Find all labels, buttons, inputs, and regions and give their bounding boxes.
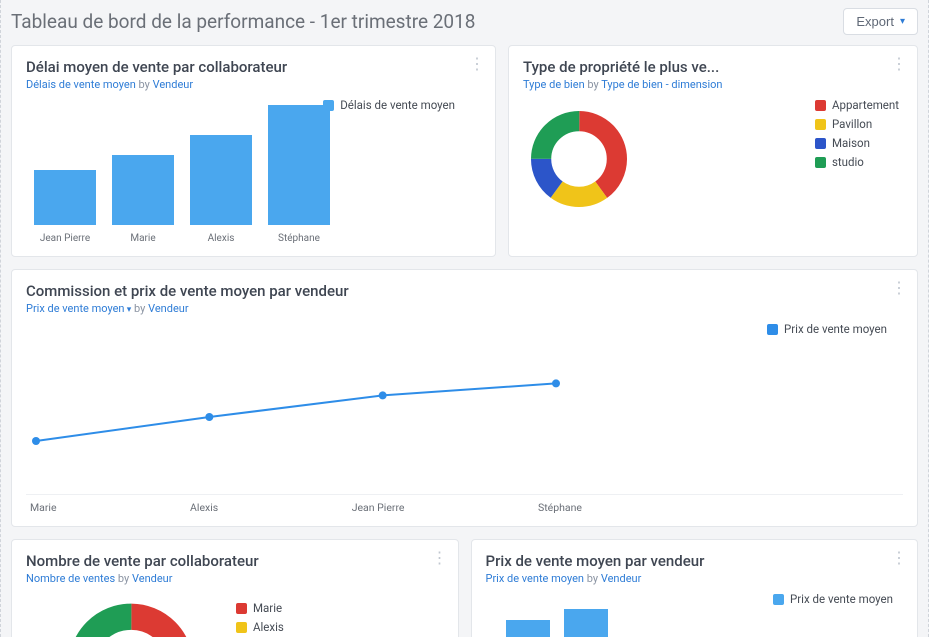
dashboard-page: Tableau de bord de la performance - 1er … <box>0 0 929 637</box>
legend-swatch <box>767 324 778 335</box>
legend-label: studio <box>832 155 864 169</box>
row-3: ⋮ Nombre de vente par collaborateur Nomb… <box>11 539 918 637</box>
header: Tableau de bord de la performance - 1er … <box>11 0 918 45</box>
bar <box>268 105 330 225</box>
axis-label: Jean Pierre <box>352 501 405 514</box>
bar-chart-delay: Jean Pierre Marie Alexis Stéphane <box>26 109 481 244</box>
card-sales-title: Nombre de vente par collaborateur <box>26 552 444 570</box>
card-delay-subtitle: Délais de vente moyen by Vendeur <box>26 78 481 91</box>
donut-chart-type <box>529 109 629 209</box>
card-menu-icon[interactable]: ⋮ <box>469 56 485 72</box>
card-commission-subtitle: Prix de vente moyen by Vendeur <box>26 302 903 315</box>
legend-item: Marie <box>236 601 311 615</box>
card-commission-title: Commission et prix de vente moyen par ve… <box>26 282 903 300</box>
donut-type-legend: Appartement Pavillon Maison studio <box>815 98 899 169</box>
card-menu-icon[interactable]: ⋮ <box>891 550 907 566</box>
bar <box>506 620 550 637</box>
legend-label: Marie <box>253 601 282 615</box>
legend-swatch <box>773 594 784 605</box>
chevron-down-icon: ▾ <box>900 16 905 27</box>
card-delay-title: Délai moyen de vente par collaborateur <box>26 58 481 76</box>
card-delay-legend: Délais de vente moyen <box>323 98 455 112</box>
legend-label: Appartement <box>832 98 899 112</box>
axis-label: Stéphane <box>538 501 582 514</box>
card-menu-icon[interactable]: ⋮ <box>891 56 907 72</box>
bar-label: Marie <box>130 233 155 244</box>
card-menu-icon[interactable]: ⋮ <box>432 550 448 566</box>
bar <box>190 135 252 225</box>
export-label: Export <box>856 14 894 29</box>
legend-swatch <box>815 100 826 111</box>
bar <box>564 609 608 637</box>
line-chart-commission <box>26 335 903 490</box>
card-type-subtitle: Type de bien by Type de bien - dimension <box>523 78 903 91</box>
axis-label: Alexis <box>190 501 218 514</box>
card-avgprice-legend: Prix de vente moyen <box>773 592 893 606</box>
card-commission-legend: Prix de vente moyen <box>767 322 887 336</box>
card-commission: ⋮ Commission et prix de vente moyen par … <box>11 269 918 527</box>
card-avgprice-subtitle: Prix de vente moyen by Vendeur <box>486 572 904 585</box>
legend-item: Maison <box>815 136 899 150</box>
legend-swatch <box>236 622 247 633</box>
legend-item: Pavillon <box>815 117 899 131</box>
dashboard-title: Tableau de bord de la performance - 1er … <box>11 10 475 33</box>
card-avg-price: ⋮ Prix de vente moyen par vendeur Prix d… <box>471 539 919 637</box>
export-button[interactable]: Export ▾ <box>843 8 918 35</box>
legend-swatch <box>236 603 247 614</box>
card-delay: ⋮ Délai moyen de vente par collaborateur… <box>11 45 496 257</box>
legend-label: Pavillon <box>832 117 872 131</box>
axis-label: Marie <box>30 501 57 514</box>
legend-item: Appartement <box>815 98 899 112</box>
bar <box>112 155 174 225</box>
legend-swatch <box>815 157 826 168</box>
card-sales-count: ⋮ Nombre de vente par collaborateur Nomb… <box>11 539 459 637</box>
donut-chart-sales <box>66 601 196 637</box>
legend-label: Alexis <box>253 620 284 634</box>
legend-swatch <box>323 100 334 111</box>
donut-type-wrap: AppartementPavillonMaisonstudio <box>523 109 903 217</box>
card-property-type: ⋮ Type de propriété le plus ve... Type d… <box>508 45 918 257</box>
card-avgprice-title: Prix de vente moyen par vendeur <box>486 552 904 570</box>
bar <box>34 170 96 225</box>
legend-label: Maison <box>832 136 870 150</box>
legend-item: Alexis <box>236 620 311 634</box>
legend-item: studio <box>815 155 899 169</box>
bar-label: Alexis <box>208 233 235 244</box>
line-svg <box>26 335 586 475</box>
card-type-title: Type de propriété le plus ve... <box>523 58 903 76</box>
card-sales-subtitle: Nombre de ventes by Vendeur <box>26 572 444 585</box>
row-1: ⋮ Délai moyen de vente par collaborateur… <box>11 45 918 257</box>
legend-swatch <box>815 119 826 130</box>
bar-label: Stéphane <box>278 233 320 244</box>
legend-swatch <box>815 138 826 149</box>
card-menu-icon[interactable]: ⋮ <box>891 280 907 296</box>
donut-sales-legend: MarieAlexisStéphaneJean Pierre <box>236 601 311 637</box>
bar-label: Jean Pierre <box>40 233 90 244</box>
line-x-labels: Marie Alexis Jean Pierre Stéphane <box>26 501 586 514</box>
